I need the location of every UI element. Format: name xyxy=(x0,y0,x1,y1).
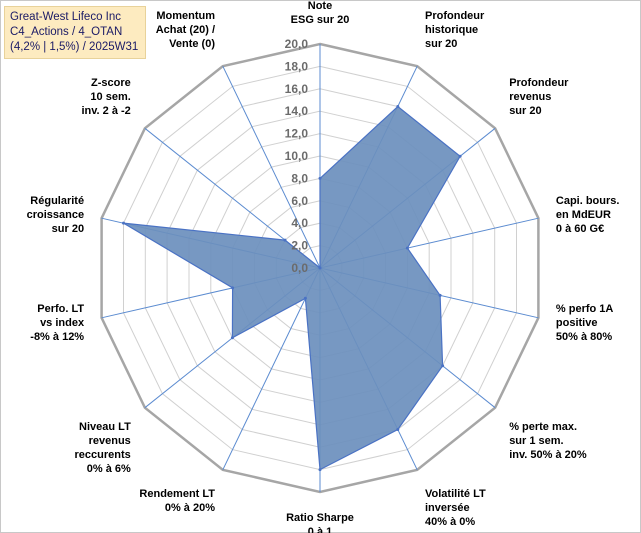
tick-label: 0,0 xyxy=(291,261,308,275)
tick-label: 18,0 xyxy=(285,59,309,73)
axis-label: Note ESG sur 20 xyxy=(291,0,350,26)
axis-label: % perfo 1A positive 50% à 80% xyxy=(556,303,614,343)
series-point xyxy=(458,154,462,158)
title-period: (4,2% | 1,5%) / 2025W31 xyxy=(10,41,139,53)
tick-label: 20,0 xyxy=(285,37,309,51)
tick-label: 2,0 xyxy=(291,239,308,253)
axis-label: Perfo. LT vs index -8% à 12% xyxy=(30,303,85,343)
series-point xyxy=(405,246,409,250)
axis-label: Niveau LT revenus reccurents 0% à 6% xyxy=(75,421,132,475)
series-point xyxy=(441,364,445,368)
radar-axis-labels: Note ESG sur 20 Profondeur historique sur 20… xyxy=(27,0,620,533)
axis-label: Momentum Achat (20) / Vente (0) xyxy=(156,10,216,50)
tick-label: 6,0 xyxy=(291,194,308,208)
axis-label: Profondeur historique sur 20 xyxy=(425,10,485,50)
axis-label: Z-score 10 sem. inv. 2 à -2 xyxy=(81,77,130,117)
series-point xyxy=(318,266,322,270)
axis-spoke xyxy=(222,65,321,269)
axis-label: Régularité croissance sur 20 xyxy=(27,195,84,235)
axis-label: % perte max. sur 1 sem. inv. 50% à 20% xyxy=(509,421,587,461)
series-point xyxy=(396,428,400,431)
title-category: C4_Actions / 4_OTAN xyxy=(10,26,123,38)
series-point xyxy=(122,221,125,225)
series-point xyxy=(318,176,322,180)
series-point xyxy=(230,336,234,340)
tick-label: 12,0 xyxy=(285,127,309,141)
tick-label: 8,0 xyxy=(291,171,308,185)
axis-label: Rendement LT 0% à 20% xyxy=(139,488,215,514)
title-company: Great-West Lifeco Inc xyxy=(10,11,121,23)
axis-label: Ratio Sharpe 0 à 1 xyxy=(286,512,354,533)
axis-label: Capi. bours. en MdEUR 0 à 60 G€ xyxy=(556,195,620,235)
series-point xyxy=(283,238,287,242)
tick-label: 14,0 xyxy=(285,104,309,118)
series-point xyxy=(303,296,307,300)
axis-spoke xyxy=(222,267,321,471)
series-point xyxy=(318,468,322,472)
chart-title-box: Great-West Lifeco Inc C4_Actions / 4_OTA… xyxy=(4,6,146,59)
series-point xyxy=(231,286,235,290)
series-point xyxy=(438,293,442,297)
tick-label: 10,0 xyxy=(285,149,309,163)
tick-label: 16,0 xyxy=(285,82,309,96)
series-point xyxy=(396,105,400,108)
radar-tick-labels: 0,0 2,0 4,0 6,0 8,0 10,0 12,0 14,0 16,0 18,0 20,0 xyxy=(285,37,309,275)
tick-label: 4,0 xyxy=(291,216,308,230)
axis-label: Profondeur revenus sur 20 xyxy=(509,77,569,117)
axis-label: Volatilité LT inversée 40% à 0% xyxy=(425,488,486,528)
radar-series xyxy=(122,105,462,472)
